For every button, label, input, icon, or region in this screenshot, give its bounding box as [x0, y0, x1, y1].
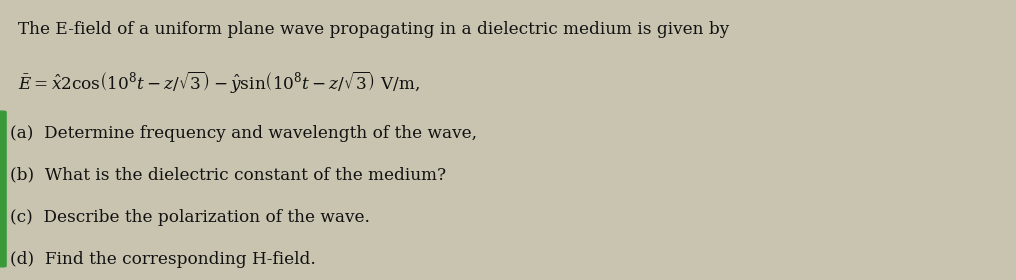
Text: (c)  Describe the polarization of the wave.: (c) Describe the polarization of the wav… — [10, 209, 370, 225]
Text: (d)  Find the corresponding H-field.: (d) Find the corresponding H-field. — [10, 251, 316, 267]
FancyBboxPatch shape — [0, 111, 6, 267]
Text: $\bar{E} = \hat{x}2\cos\!\left(10^8t - z/\sqrt{3}\right) - \hat{y}\sin\!\left(10: $\bar{E} = \hat{x}2\cos\!\left(10^8t - z… — [18, 70, 421, 95]
Text: (b)  What is the dielectric constant of the medium?: (b) What is the dielectric constant of t… — [10, 167, 446, 183]
Text: The E-field of a uniform plane wave propagating in a dielectric medium is given : The E-field of a uniform plane wave prop… — [18, 21, 729, 38]
Text: (a)  Determine frequency and wavelength of the wave,: (a) Determine frequency and wavelength o… — [10, 125, 478, 141]
